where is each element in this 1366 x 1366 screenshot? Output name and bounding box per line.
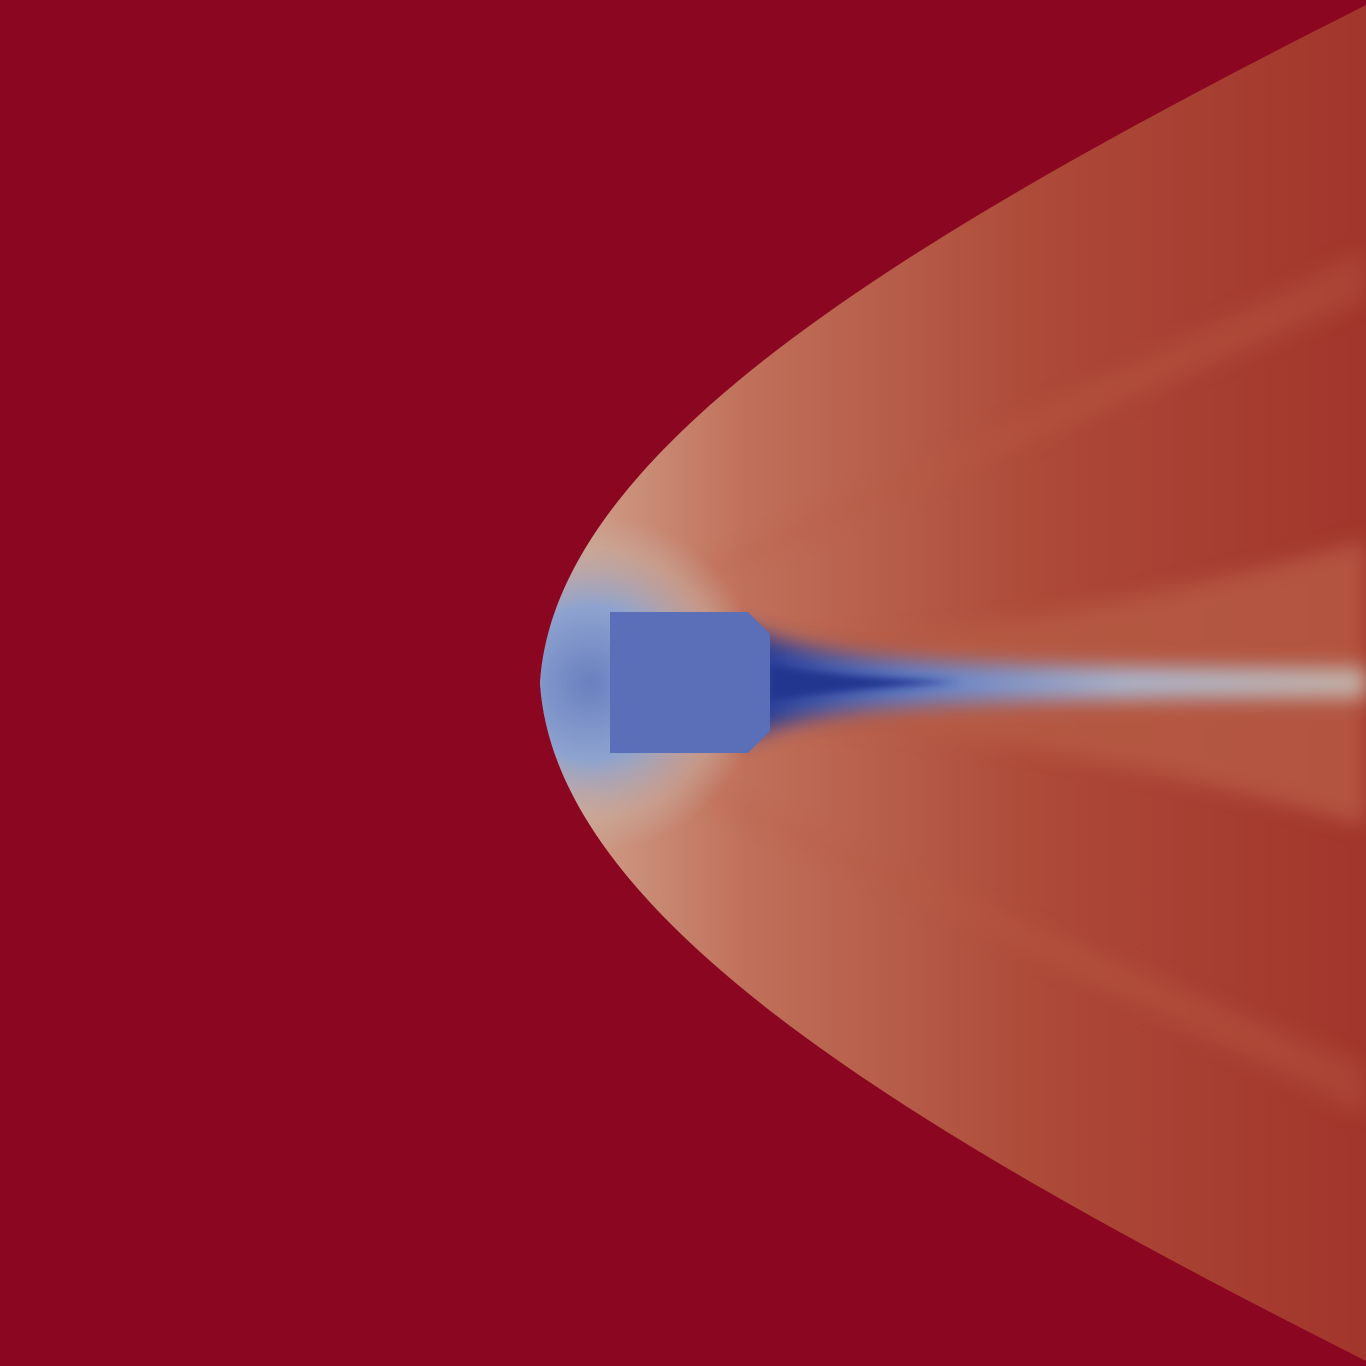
stagnation-region	[540, 513, 760, 853]
body	[610, 612, 770, 753]
wake-core	[770, 665, 960, 701]
wake	[740, 625, 1366, 741]
expansion-fan	[620, 754, 1366, 1116]
expansion-fan	[620, 250, 1366, 612]
